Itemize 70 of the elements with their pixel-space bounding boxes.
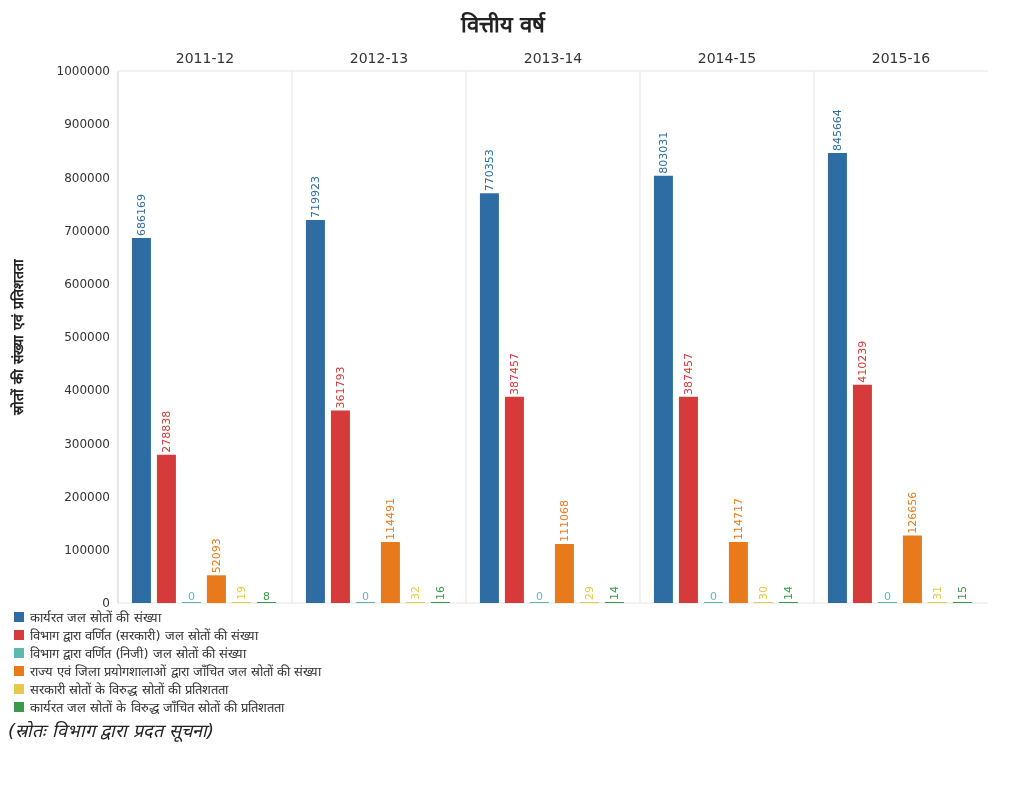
y-tick-label: 800000 [64, 170, 110, 185]
data-label: 0 [709, 590, 717, 603]
data-label: 387457 [507, 352, 521, 395]
legend-label: राज्य एवं जिला प्रयोगशालाओं द्वारा जाँचित जल स्रोतों की संख्या [30, 663, 322, 680]
data-label: 8 [262, 590, 270, 603]
data-label: 14 [781, 586, 795, 600]
x-tick-label: 2014-15 [697, 50, 757, 66]
legend-label: कार्यरत जल स्रोतों के विरुद्ध जाँचित स्रोतों की प्रतिशतता [30, 699, 285, 716]
legend-label: विभाग द्वारा वर्णित (सरकारी) जल स्रोतों की संख्या [30, 627, 259, 644]
data-label: 278838 [159, 410, 173, 453]
x-tick-label: 2013-14 [523, 50, 583, 66]
data-label: 31 [930, 586, 944, 600]
y-tick-label: 400000 [64, 383, 110, 398]
data-label: 111068 [557, 499, 571, 542]
data-label: 52093 [209, 538, 223, 574]
chart-title: वित्तीय वर्ष [459, 11, 547, 38]
legend-label: सरकारी स्रोतों के विरुद्ध स्रोतों की प्रतिशतता [30, 681, 228, 698]
data-label: 15 [955, 586, 969, 600]
data-label: 361793 [333, 366, 347, 409]
bar [678, 396, 698, 603]
bar [653, 175, 673, 603]
x-tick-label: 2011-12 [175, 50, 235, 66]
y-tick-label: 1000000 [56, 64, 110, 79]
data-label: 686169 [134, 193, 148, 236]
text: (स्रोतः विभाग द्वारा प्रदत सूचना) [8, 719, 215, 742]
bar [827, 153, 847, 603]
data-label: 387457 [681, 352, 695, 395]
data-label: 0 [361, 590, 369, 603]
legend-label: विभाग द्वारा वर्णित (निजी) जल स्रोतों की संख्या [30, 645, 247, 662]
y-tick-label: 500000 [64, 330, 110, 345]
y-tick-label: 300000 [64, 436, 110, 451]
data-label: 114717 [731, 497, 745, 540]
legend-label: कार्यरत जल स्रोतों की संख्या [30, 609, 161, 626]
y-tick-label: 200000 [64, 489, 110, 504]
data-label: 14 [607, 586, 621, 600]
y-tick-label: 900000 [64, 117, 110, 132]
x-tick-label: 2012-13 [349, 50, 409, 66]
data-label: 719923 [308, 176, 322, 218]
data-label: 410239 [855, 340, 869, 383]
y-axis-title: स्रोतों की संख्या एवं प्रतिशतता [9, 258, 26, 416]
data-label: 0 [535, 590, 543, 603]
y-tick-label: 600000 [64, 277, 110, 292]
data-label: 16 [433, 586, 447, 600]
bar [902, 535, 922, 603]
data-label: 803031 [656, 131, 670, 174]
data-label: 0 [883, 590, 891, 603]
bar [728, 541, 748, 603]
bar [156, 454, 176, 603]
bar [206, 575, 226, 603]
bar [852, 384, 872, 603]
data-label: 0 [187, 590, 195, 603]
data-label: 114491 [383, 498, 397, 541]
data-label: 770353 [482, 149, 496, 192]
bar [330, 410, 350, 603]
data-label: 30 [756, 586, 770, 600]
bar [479, 193, 499, 603]
data-label: 29 [582, 586, 596, 600]
bar [504, 396, 524, 603]
data-label: 32 [408, 586, 422, 600]
data-label: 19 [234, 586, 248, 600]
y-tick-label: 100000 [64, 543, 110, 558]
data-label: 845664 [830, 109, 844, 152]
bar [554, 543, 574, 603]
bar [131, 237, 151, 603]
y-tick-label: 700000 [64, 223, 110, 238]
x-tick-label: 2015-16 [871, 50, 931, 66]
y-tick-label: 0 [102, 596, 110, 611]
data-label: 126656 [905, 491, 919, 534]
bar [305, 220, 325, 603]
bar [380, 542, 400, 603]
